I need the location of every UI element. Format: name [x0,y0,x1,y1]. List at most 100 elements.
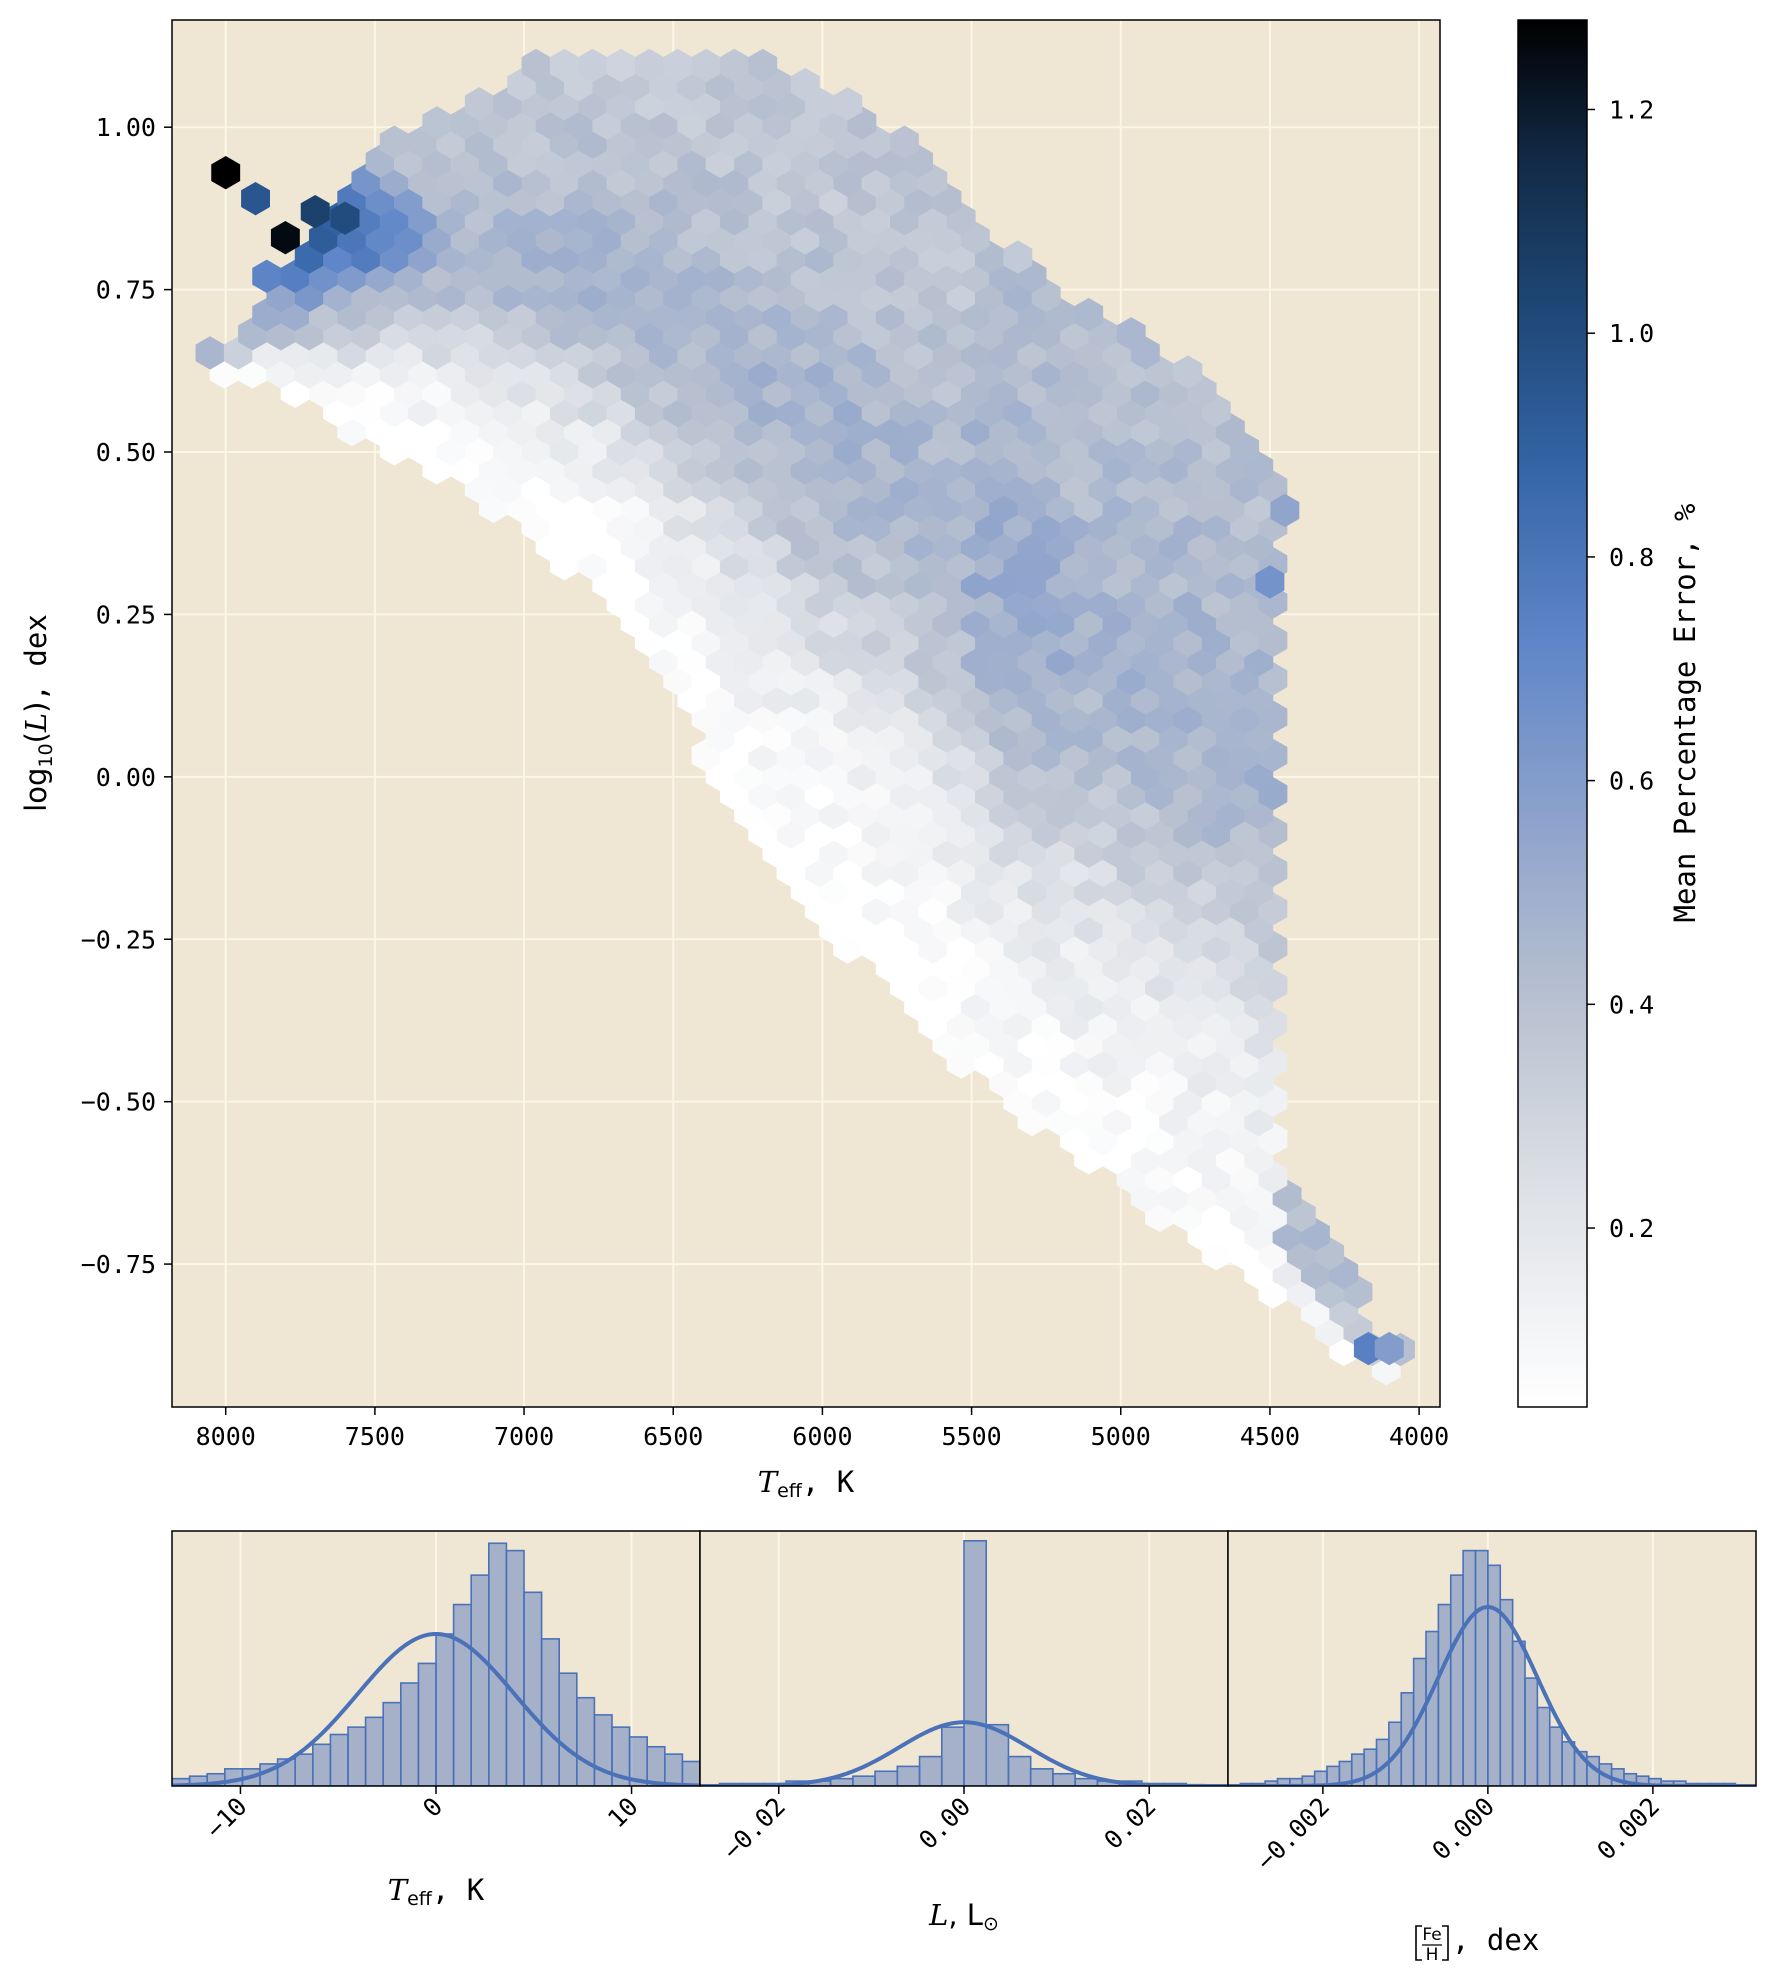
hist-teff: −10 0 10 [171,1530,701,1844]
hexbin-cell [422,106,452,140]
residual-histograms: −10 0 10 −0.02 0.00 0.02 −0.002 0.000 0.002 [171,1530,1757,1876]
hist-bar [1074,1777,1099,1786]
hist-bar [1487,1564,1502,1786]
hexbin-cell [1074,297,1104,332]
hist-bar [681,1760,700,1786]
hist-bar [523,1591,543,1786]
x-tick-label: 7500 [345,1422,405,1451]
hexbin-cell [464,87,494,121]
hist-bar [963,1540,988,1786]
hexbin-cell [1003,240,1033,274]
hist-bar [364,1716,385,1786]
y-tick-label: −0.75 [81,1250,156,1279]
colorbar-tick-label: 0.4 [1609,990,1654,1019]
hist-bar [874,1770,899,1786]
x-tick-label: 5000 [1091,1422,1151,1451]
hexbin-cells [195,48,1415,1386]
hist-bar [1536,1706,1551,1786]
hexbin-cell-highlight [270,220,300,255]
x-tick-label: 5500 [941,1422,1001,1451]
hist-bar [1029,1768,1054,1786]
hist-tick-label: 0 [417,1792,448,1823]
hist-bar [452,1603,473,1786]
plot-frame [171,19,1441,1408]
hist-tick-label: 10 [602,1792,644,1834]
hexbin-cell-highlight [300,194,330,229]
hist-bar [1548,1726,1563,1786]
hexbin-cell-highlight [330,201,360,235]
hist-bar [1449,1574,1464,1786]
hexbin-cell-highlight [1270,493,1300,528]
hexbin-plot: 8000 7500 7000 6500 6000 5500 5000 4500 4000 1.0… [19,19,1449,1502]
hist-bar [382,1701,402,1786]
hexbin-cell [1116,317,1146,351]
colorbar-ticks: 0.2 0.4 0.6 0.8 1.0 1.2 [1587,95,1654,1243]
hexbin-cell-highlight [241,181,270,216]
colorbar-tick-label: 0.6 [1609,767,1654,796]
hist-bar [311,1743,332,1786]
hist-fit-curve [700,1720,1228,1786]
svg-text:Fe: Fe [1422,1925,1441,1945]
hexbin-cell-highlight [211,155,241,190]
hist-xlabel-luminosity: L, L⊙ [928,1898,999,1935]
hexbin-cell [606,48,636,83]
hist-tick-label: 0.002 [1591,1792,1665,1866]
x-tick-label: 6500 [643,1422,703,1451]
hexbin-cell-highlight [1255,565,1285,599]
hist-bar [435,1633,455,1786]
hexbin-cell [833,87,863,121]
hist-bar [399,1682,420,1786]
colorbar-gradient [1517,19,1588,1408]
y-axis-ticks: 1.00 0.75 0.50 0.25 0.00 −0.25 −0.50 −0.75 [81,113,172,1279]
hexbin-cell [890,125,919,159]
svg-text:H: H [1426,1945,1439,1965]
x-axis-ticks: 8000 7500 7000 6500 6000 5500 5000 4500 4000 [196,1407,1449,1451]
hist-tick-label: 0.00 [913,1792,976,1855]
y-tick-label: 0.75 [96,276,156,305]
hexbin-cell [379,125,409,159]
y-tick-label: −0.25 [81,925,156,954]
hist-bar [505,1549,525,1786]
hist-bar [1561,1741,1576,1786]
hexbin-cell [663,48,693,83]
hist-frame [1227,1530,1757,1787]
hist-bar [896,1765,921,1786]
svg-text:, dex: , dex [1452,1923,1539,1957]
hist-tick-label: 0.000 [1426,1792,1500,1866]
hist-bar [940,1726,965,1786]
hist-fit-curve [172,1631,700,1786]
hist-bar [646,1745,666,1786]
colorbar-tick-label: 0.2 [1609,1214,1654,1243]
hist-bar [663,1753,684,1786]
colorbar-label: Mean Percentage Error, % [1668,503,1702,922]
hexbin-cell [1173,355,1203,389]
hist-bar [470,1574,490,1786]
hist-tick-label: −0.02 [717,1792,791,1866]
hist-feh: −0.002 0.000 0.002 [1227,1530,1757,1876]
x-tick-label: 4000 [1389,1422,1449,1451]
colorbar-tick-label: 0.8 [1609,543,1654,572]
hist-bar [1007,1755,1032,1786]
hist-bar [329,1733,349,1786]
colorbar-tick-label: 1.0 [1609,319,1654,348]
x-tick-label: 6000 [792,1422,852,1451]
hist-bar [1474,1549,1489,1786]
hist-bar [593,1714,613,1786]
y-tick-label: 0.00 [96,763,156,792]
hist-luminosity: −0.02 0.00 0.02 [699,1530,1229,1866]
hist-bar [347,1726,367,1786]
hist-bars [172,1542,700,1786]
hexbin-cell [691,48,721,83]
hist-tick-label: −10 [200,1792,252,1844]
hexbin-cell [549,48,579,83]
hexbin-cell [195,336,225,370]
hexbin-cell [634,48,664,83]
hist-bar [417,1662,437,1786]
y-axis-label: log10(L), dex [19,614,57,812]
hist-bar [829,1777,854,1786]
colorbar-tick-label: 1.2 [1609,95,1654,124]
hist-bar [1524,1677,1539,1786]
hist-bar [487,1542,508,1786]
y-tick-label: 1.00 [96,113,156,142]
